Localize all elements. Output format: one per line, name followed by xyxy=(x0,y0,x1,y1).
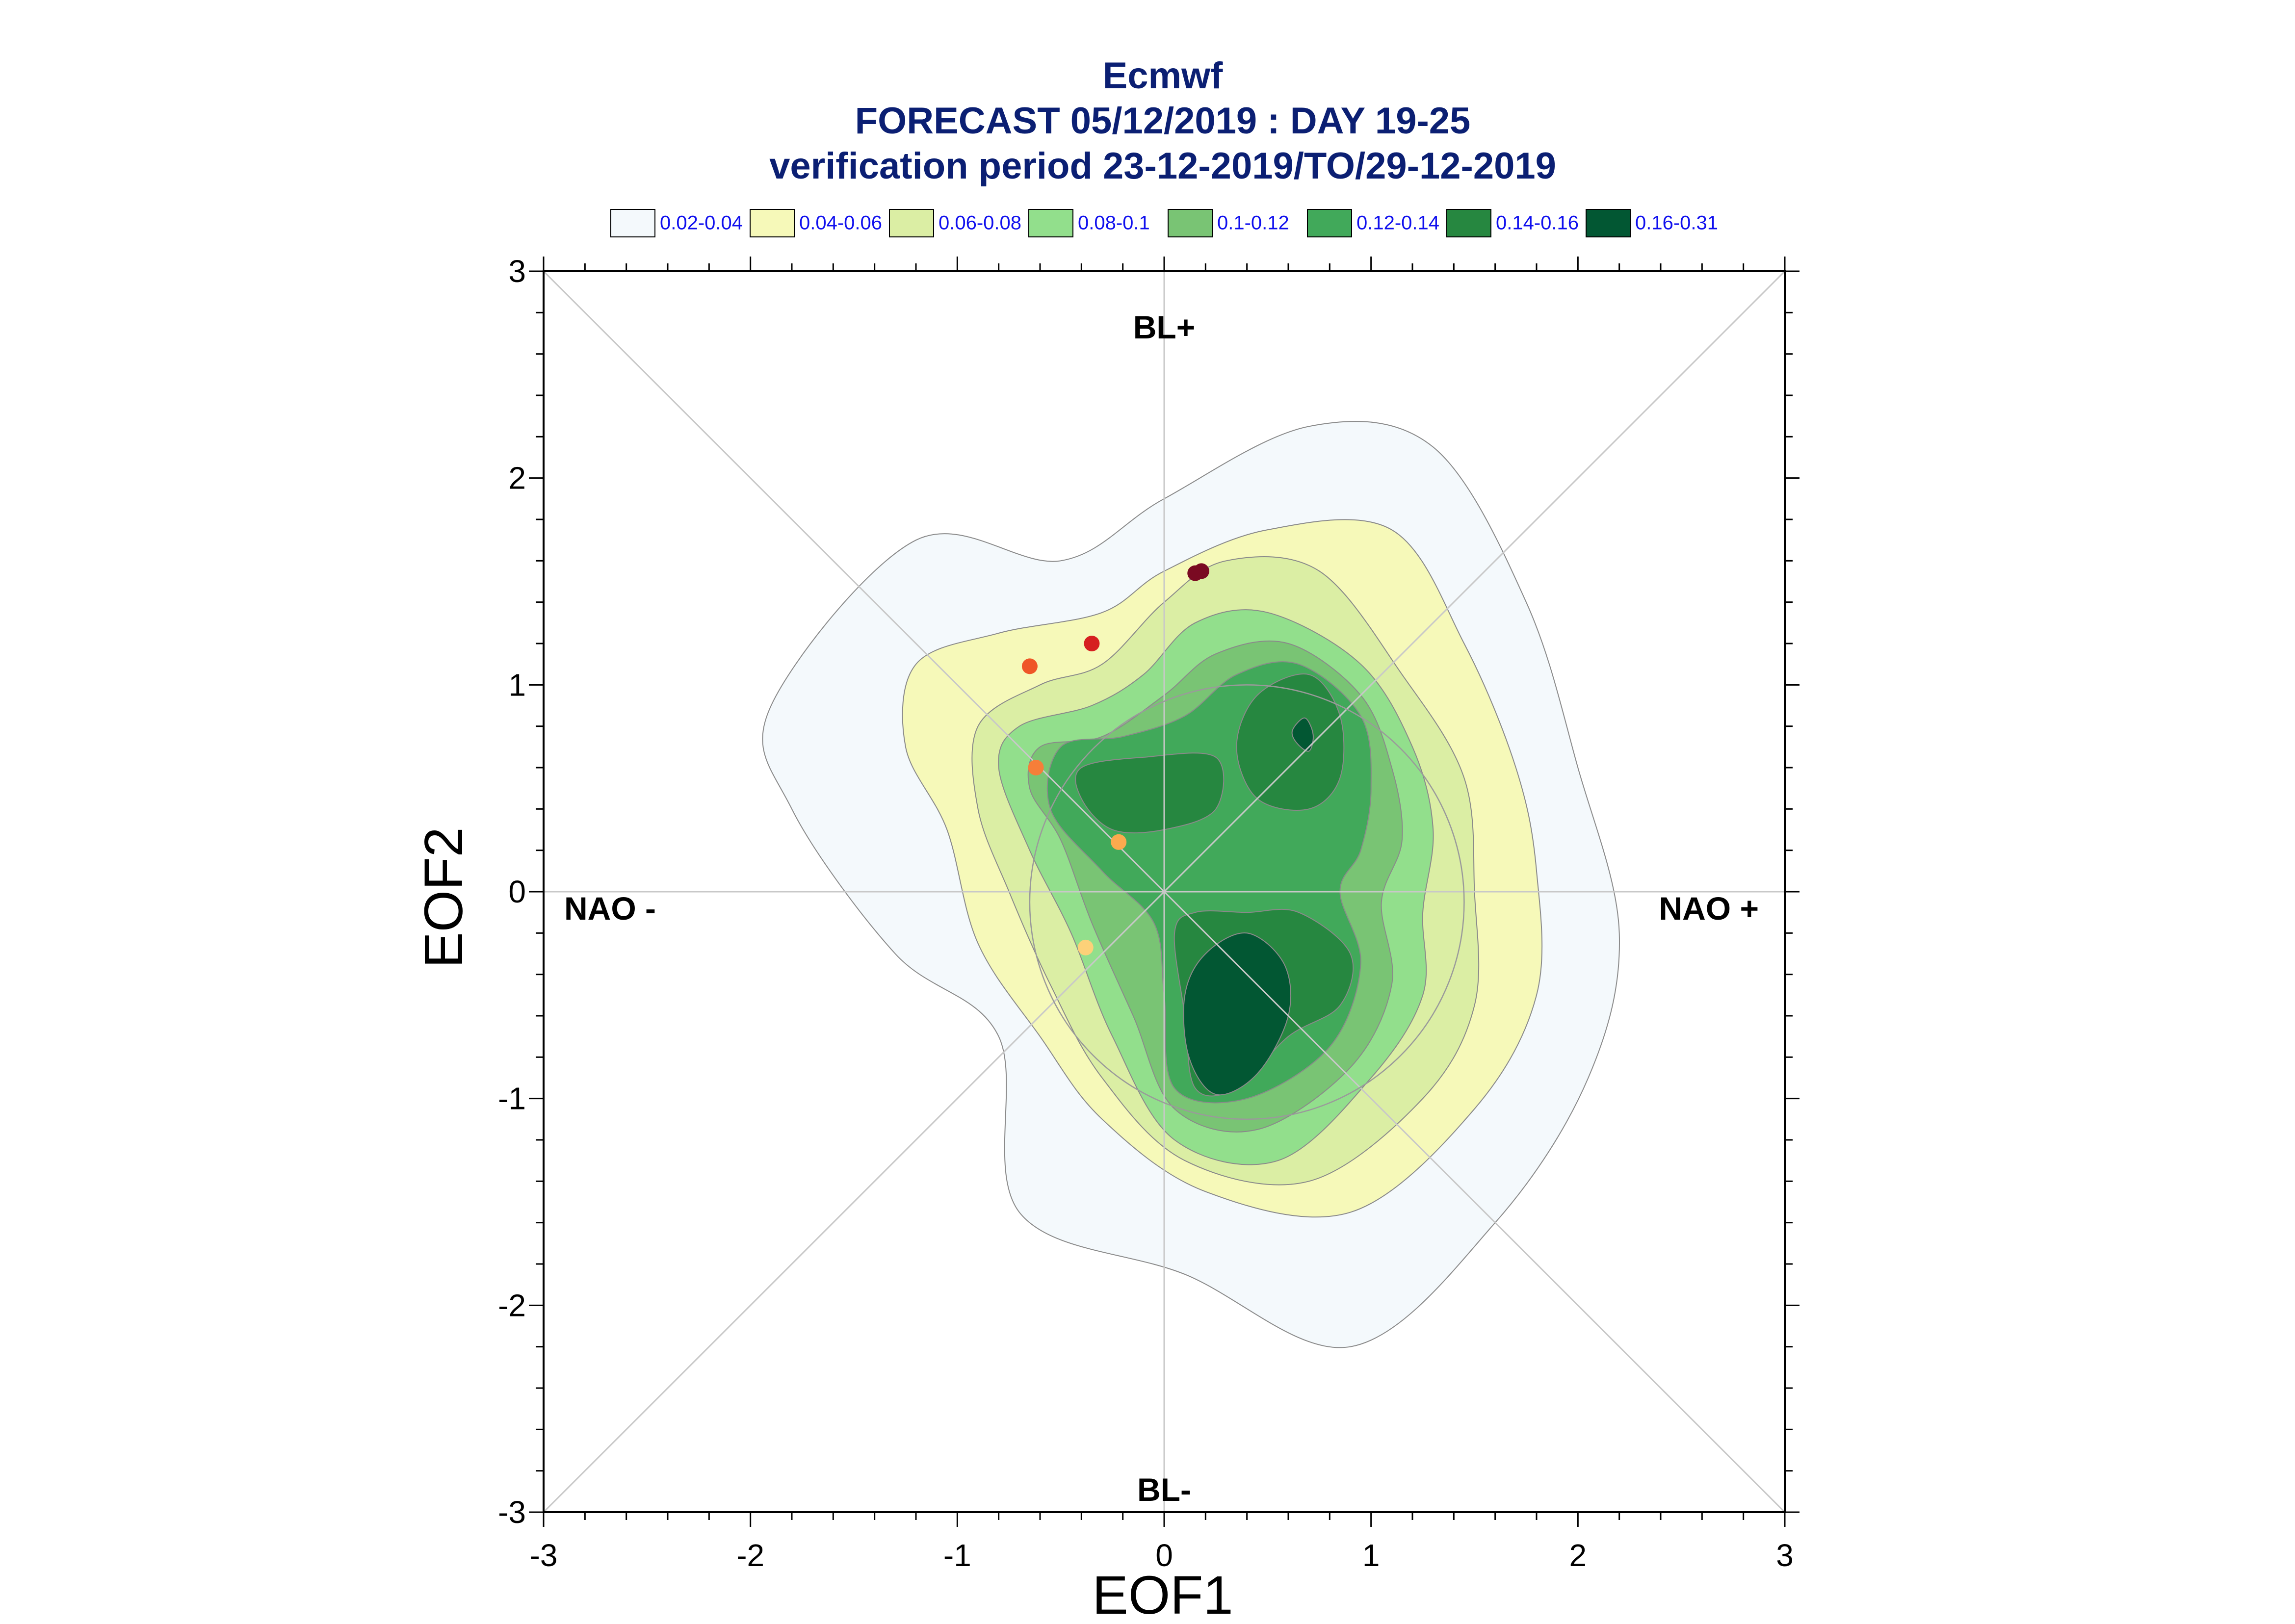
ensemble-point-2 xyxy=(1193,563,1209,579)
x-tick-label-1: 1 xyxy=(1362,1538,1380,1573)
region-label-bl-plus: BL+ xyxy=(1133,309,1196,345)
y-tick-label--1: -1 xyxy=(498,1081,526,1116)
region-label-nao-minus: NAO - xyxy=(564,890,656,927)
legend-label-0.02-0.04: 0.02-0.04 xyxy=(660,212,743,234)
density-contour-0.16-0.31-2 xyxy=(1183,932,1292,1096)
legend-label-0.16-0.31: 0.16-0.31 xyxy=(1635,212,1718,234)
legend-swatch-0.12-0.14 xyxy=(1307,209,1352,237)
ensemble-point-5 xyxy=(1028,760,1044,775)
region-label-nao-plus: NAO + xyxy=(1659,890,1759,927)
legend-label-0.06-0.08: 0.06-0.08 xyxy=(939,212,1021,234)
legend-label-0.12-0.14: 0.12-0.14 xyxy=(1356,212,1439,234)
ensemble-point-4 xyxy=(1021,658,1038,674)
legend-label-0.1-0.12: 0.1-0.12 xyxy=(1217,212,1289,234)
x-tick-label-3: 3 xyxy=(1776,1538,1794,1573)
legend-label-0.04-0.06: 0.04-0.06 xyxy=(799,212,882,234)
y-tick-label-1: 1 xyxy=(508,667,526,702)
x-axis-title: EOF1 xyxy=(1092,1565,1233,1624)
legend: 0.02-0.04 0.04-0.06 0.06-0.08 0.08-0.1 0.1-0… xyxy=(610,209,1718,237)
x-tick-label-0: 0 xyxy=(1155,1538,1173,1573)
density-contour-0.14-0.16-1 xyxy=(1075,752,1225,834)
legend-swatch-0.06-0.08 xyxy=(889,209,934,237)
legend-swatch-0.08-0.1 xyxy=(1028,209,1073,237)
title-line-forecast: FORECAST 05/12/2019 : DAY 19-25 xyxy=(855,100,1471,142)
legend-swatch-0.1-0.12 xyxy=(1168,209,1213,237)
x-tick-label--3: -3 xyxy=(530,1538,558,1573)
reference-circle xyxy=(1029,684,1465,1120)
y-tick-label-0: 0 xyxy=(508,874,526,909)
legend-label-0.14-0.16: 0.14-0.16 xyxy=(1496,212,1579,234)
y-tick-label--3: -3 xyxy=(498,1495,526,1530)
ensemble-point-3 xyxy=(1084,636,1100,651)
reference-diagonal-2 xyxy=(544,271,1785,1512)
legend-label-0.08-0.1: 0.08-0.1 xyxy=(1078,212,1150,234)
y-tick-label-3: 3 xyxy=(508,254,526,289)
chart-title: Ecmwf FORECAST 05/12/2019 : DAY 19-25 ve… xyxy=(769,55,1556,187)
y-tick-label--2: -2 xyxy=(498,1288,526,1323)
title-line-verification: verification period 23-12-2019/TO/29-12-… xyxy=(769,145,1556,187)
density-contour-0.14-0.16-2 xyxy=(1236,673,1345,811)
ensemble-point-6 xyxy=(1111,834,1127,850)
legend-swatch-0.02-0.04 xyxy=(610,209,655,237)
plot-area xyxy=(544,271,1785,1512)
ensemble-point-7 xyxy=(1077,939,1094,955)
region-label-bl-minus: BL- xyxy=(1137,1471,1191,1508)
x-tick-label--2: -2 xyxy=(736,1538,764,1573)
legend-swatch-0.04-0.06 xyxy=(750,209,795,237)
x-tick-label-2: 2 xyxy=(1569,1538,1587,1573)
title-line-model: Ecmwf xyxy=(1103,55,1224,97)
legend-swatch-0.16-0.31 xyxy=(1586,209,1631,237)
y-axis-title: EOF2 xyxy=(414,827,474,968)
axes: BL+ BL- NAO - NAO + -3 -2 -1 0 1 2 3 -3 -2 -1 0 1 2 3 xyxy=(498,254,1799,1573)
y-tick-label-2: 2 xyxy=(508,461,526,496)
legend-swatch-0.14-0.16 xyxy=(1446,209,1491,237)
x-tick-label--1: -1 xyxy=(943,1538,971,1573)
